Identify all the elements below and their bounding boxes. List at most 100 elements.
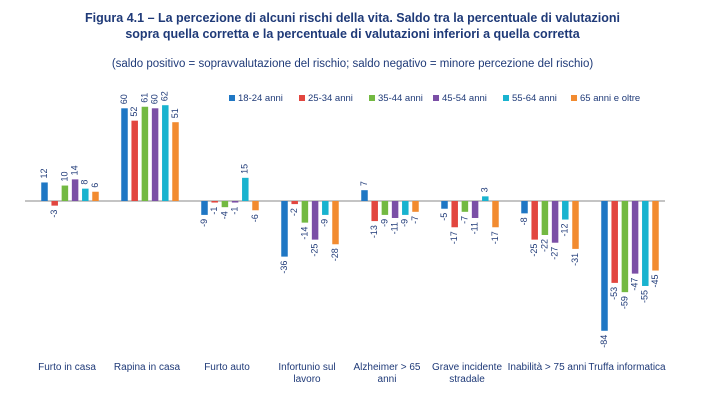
- value-label-6-2: -22: [539, 239, 549, 252]
- value-label-7-5: -45: [650, 275, 660, 288]
- value-label-7-4: -55: [640, 290, 650, 303]
- value-label-0-2: 10: [59, 172, 69, 182]
- bar-4-5: [412, 201, 419, 212]
- value-label-7-3: -47: [629, 278, 639, 291]
- bar-5-5: [492, 201, 499, 228]
- category-label-2: Furto auto: [204, 362, 250, 373]
- bar-6-3: [551, 201, 559, 243]
- value-label-7-2: -59: [619, 296, 629, 309]
- value-label-4-5: -7: [410, 216, 420, 224]
- value-label-1-3: 60: [149, 94, 159, 104]
- value-label-1-1: 52: [129, 107, 139, 117]
- bar-3-3: [311, 201, 319, 240]
- bar-6-5: [572, 201, 579, 249]
- bar-2-1: [211, 201, 218, 203]
- bar-3-0: [281, 201, 288, 257]
- bar-0-2: [61, 185, 69, 201]
- bar-1-1: [131, 120, 138, 201]
- bar-0-1: [51, 201, 58, 206]
- bar-4-1: [371, 201, 378, 222]
- bar-2-0: [201, 201, 208, 215]
- value-label-7-1: -53: [609, 287, 619, 300]
- value-label-5-2: -7: [459, 216, 469, 224]
- value-label-6-1: -25: [529, 244, 539, 257]
- legend-swatch-3: [433, 95, 439, 101]
- legend-swatch-0: [229, 95, 235, 101]
- value-label-3-5: -28: [330, 248, 340, 261]
- legend-label-5: 65 anni e oltre: [580, 93, 640, 104]
- bar-2-3: [231, 201, 239, 203]
- value-label-4-1: -13: [369, 225, 379, 238]
- legend-label-4: 55-64 anni: [512, 93, 557, 104]
- category-label-1: Rapina in casa: [114, 362, 181, 373]
- value-label-1-2: 61: [139, 93, 149, 103]
- bar-3-5: [332, 201, 339, 245]
- bar-5-2: [461, 201, 469, 212]
- value-label-6-3: -27: [549, 247, 559, 260]
- bar-1-4: [162, 105, 169, 201]
- legend-label-0: 18-24 anni: [238, 93, 283, 104]
- legend-swatch-5: [571, 95, 577, 101]
- value-label-6-4: -12: [560, 224, 570, 237]
- bar-7-2: [621, 201, 629, 293]
- value-label-1-4: 62: [160, 91, 170, 101]
- bar-6-2: [541, 201, 549, 235]
- bar-7-5: [652, 201, 659, 271]
- bar-2-5: [252, 201, 259, 211]
- bar-5-4: [482, 196, 489, 201]
- value-label-0-0: 12: [39, 168, 49, 178]
- bar-7-0: [601, 201, 608, 331]
- legend-swatch-1: [299, 95, 305, 101]
- bar-0-3: [71, 179, 79, 201]
- value-label-5-3: -11: [469, 222, 479, 234]
- value-label-3-1: -2: [289, 208, 299, 216]
- chart-subtitle: (saldo positivo = sopravvalutazione del …: [111, 58, 594, 70]
- value-label-5-1: -17: [449, 231, 459, 244]
- bar-4-2: [381, 201, 389, 215]
- bar-3-2: [301, 201, 309, 223]
- bar-2-2: [221, 201, 229, 208]
- value-label-6-0: -8: [519, 217, 529, 225]
- bar-1-5: [172, 122, 179, 201]
- bar-4-3: [391, 201, 399, 218]
- value-label-2-4: 15: [240, 164, 250, 174]
- chart-title-line-1: Figura 4.1 – La percezione di alcuni ris…: [85, 11, 620, 25]
- bar-6-0: [521, 201, 528, 214]
- value-label-3-3: -25: [309, 244, 319, 257]
- bar-2-4: [242, 177, 249, 201]
- chart-title: Figura 4.1 – La percezione di alcuni ris…: [0, 10, 705, 42]
- bar-7-3: [631, 201, 639, 274]
- legend-swatch-4: [503, 95, 509, 101]
- value-label-2-3: -1: [229, 207, 239, 215]
- value-label-1-5: 51: [170, 108, 180, 118]
- value-label-0-5: 6: [90, 183, 100, 188]
- value-label-3-0: -36: [279, 261, 289, 274]
- value-label-0-1: -3: [49, 210, 59, 218]
- value-label-6-5: -31: [570, 253, 580, 266]
- category-label-5: Grave incidente stradale: [432, 362, 502, 385]
- value-label-2-5: -6: [250, 214, 260, 222]
- bar-7-4: [642, 201, 649, 286]
- bar-5-1: [451, 201, 458, 228]
- bar-0-0: [41, 182, 48, 201]
- value-label-4-4: -9: [400, 219, 410, 227]
- legend-label-1: 25-34 anni: [308, 93, 353, 104]
- bar-0-5: [92, 191, 99, 201]
- value-label-0-4: 8: [80, 180, 90, 185]
- bar-3-4: [322, 201, 329, 215]
- value-label-4-3: -11: [389, 222, 399, 234]
- bar-6-4: [562, 201, 569, 220]
- bar-6-1: [531, 201, 538, 240]
- bar-7-1: [611, 201, 618, 283]
- bar-4-4: [402, 201, 409, 215]
- legend-swatch-2: [369, 95, 375, 101]
- bar-0-4: [82, 188, 89, 201]
- category-label-3: Infortunio sul lavoro: [278, 362, 335, 385]
- chart-title-line-2: sopra quella corretta e la percentuale d…: [125, 27, 580, 41]
- value-label-1-0: 60: [119, 94, 129, 104]
- legend-label-2: 35-44 anni: [378, 93, 423, 104]
- category-label-7: Truffa informatica: [588, 362, 666, 373]
- bar-1-0: [121, 108, 128, 201]
- category-label-4: Alzheimer > 65 anni: [354, 362, 421, 385]
